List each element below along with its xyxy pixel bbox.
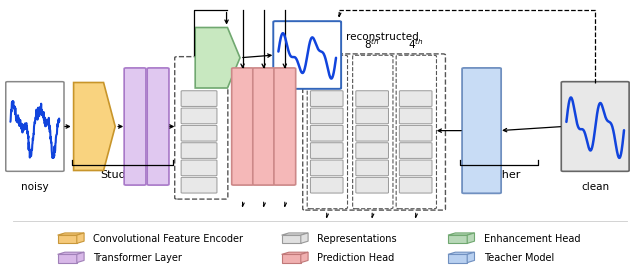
Polygon shape [77, 233, 84, 243]
Text: Teacher: Teacher [477, 170, 520, 180]
Text: Convolutional Feature Encoder: Convolutional Feature Encoder [93, 234, 243, 244]
Polygon shape [448, 252, 474, 254]
Polygon shape [301, 233, 308, 243]
FancyBboxPatch shape [399, 108, 432, 124]
FancyBboxPatch shape [253, 68, 275, 185]
Polygon shape [467, 233, 474, 243]
Polygon shape [58, 233, 84, 235]
Text: Teacher Model: Teacher Model [484, 253, 554, 263]
FancyBboxPatch shape [181, 160, 217, 176]
FancyBboxPatch shape [399, 91, 432, 106]
FancyBboxPatch shape [181, 91, 217, 106]
FancyBboxPatch shape [399, 143, 432, 158]
Polygon shape [282, 252, 308, 254]
FancyBboxPatch shape [181, 143, 217, 158]
Polygon shape [282, 235, 301, 243]
FancyBboxPatch shape [181, 177, 217, 193]
FancyBboxPatch shape [356, 177, 388, 193]
Text: clean: clean [581, 182, 609, 191]
FancyBboxPatch shape [561, 82, 629, 171]
FancyBboxPatch shape [310, 177, 343, 193]
Polygon shape [58, 254, 77, 263]
Polygon shape [282, 254, 301, 263]
FancyBboxPatch shape [356, 125, 388, 141]
Polygon shape [282, 233, 308, 235]
Text: Student: Student [100, 170, 144, 180]
Polygon shape [195, 28, 240, 88]
FancyBboxPatch shape [310, 91, 343, 106]
Text: Prediction Head: Prediction Head [317, 253, 395, 263]
FancyBboxPatch shape [124, 68, 146, 185]
FancyBboxPatch shape [181, 125, 217, 141]
Polygon shape [58, 252, 84, 254]
FancyBboxPatch shape [462, 68, 501, 193]
Text: Enhancement Head: Enhancement Head [484, 234, 580, 244]
FancyBboxPatch shape [310, 160, 343, 176]
FancyBboxPatch shape [310, 108, 343, 124]
Text: 12$^{th}$: 12$^{th}$ [316, 37, 338, 51]
Polygon shape [58, 235, 77, 243]
Polygon shape [77, 252, 84, 263]
FancyBboxPatch shape [232, 68, 253, 185]
FancyBboxPatch shape [310, 125, 343, 141]
Polygon shape [74, 82, 115, 170]
Text: reconstructed: reconstructed [346, 32, 419, 42]
FancyBboxPatch shape [310, 143, 343, 158]
FancyBboxPatch shape [399, 177, 432, 193]
FancyBboxPatch shape [399, 125, 432, 141]
Polygon shape [448, 235, 467, 243]
FancyBboxPatch shape [273, 21, 341, 89]
FancyBboxPatch shape [356, 143, 388, 158]
Polygon shape [448, 254, 467, 263]
FancyBboxPatch shape [356, 91, 388, 106]
FancyBboxPatch shape [274, 68, 296, 185]
FancyBboxPatch shape [181, 108, 217, 124]
Text: Representations: Representations [317, 234, 397, 244]
Text: 4$^{th}$: 4$^{th}$ [408, 37, 424, 51]
Text: Transformer Layer: Transformer Layer [93, 253, 182, 263]
FancyBboxPatch shape [6, 82, 64, 171]
Text: noisy: noisy [21, 182, 49, 191]
FancyBboxPatch shape [147, 68, 169, 185]
FancyBboxPatch shape [356, 108, 388, 124]
FancyBboxPatch shape [356, 160, 388, 176]
Polygon shape [448, 233, 474, 235]
FancyBboxPatch shape [399, 160, 432, 176]
Text: 8$^{th}$: 8$^{th}$ [364, 37, 380, 51]
Polygon shape [467, 252, 474, 263]
Polygon shape [301, 252, 308, 263]
